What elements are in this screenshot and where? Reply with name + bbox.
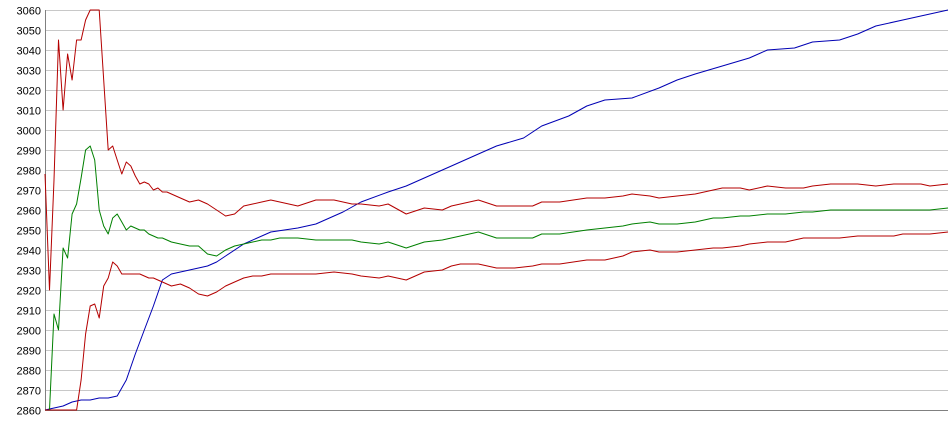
series-line-1 [44, 9, 949, 291]
y-tick-label: 3040 [17, 46, 41, 58]
y-tick-label: 2870 [17, 386, 41, 398]
y-axis-ticks: 3060 3050 3040 3030 3020 3010 3000 2990 2980 2970… [17, 6, 41, 418]
y-tick-label: 3000 [17, 126, 41, 138]
y-tick-label: 2900 [17, 326, 41, 338]
series-line-2 [45, 145, 949, 411]
chart-axes [45, 10, 948, 411]
y-tick-label: 2910 [17, 306, 41, 318]
y-tick-label: 3020 [17, 86, 41, 98]
y-tick-label: 2920 [17, 286, 41, 298]
y-tick-label: 2990 [17, 146, 41, 158]
y-tick-label: 3030 [17, 66, 41, 78]
y-tick-label: 2860 [17, 406, 41, 418]
chart-grid [45, 10, 948, 411]
y-tick-label: 2880 [17, 366, 41, 378]
y-tick-label: 2980 [17, 166, 41, 178]
chart-series [44, 9, 949, 411]
y-tick-label: 3010 [17, 106, 41, 118]
y-tick-label: 2970 [17, 186, 41, 198]
series-line-0 [44, 9, 949, 411]
series-line-3 [45, 231, 949, 411]
y-tick-label: 3050 [17, 26, 41, 38]
y-tick-label: 2960 [17, 206, 41, 218]
y-tick-label: 2930 [17, 266, 41, 278]
y-tick-label: 2950 [17, 226, 41, 238]
y-tick-label: 2940 [17, 246, 41, 258]
y-tick-label: 2890 [17, 346, 41, 358]
y-tick-label: 3060 [17, 6, 41, 18]
